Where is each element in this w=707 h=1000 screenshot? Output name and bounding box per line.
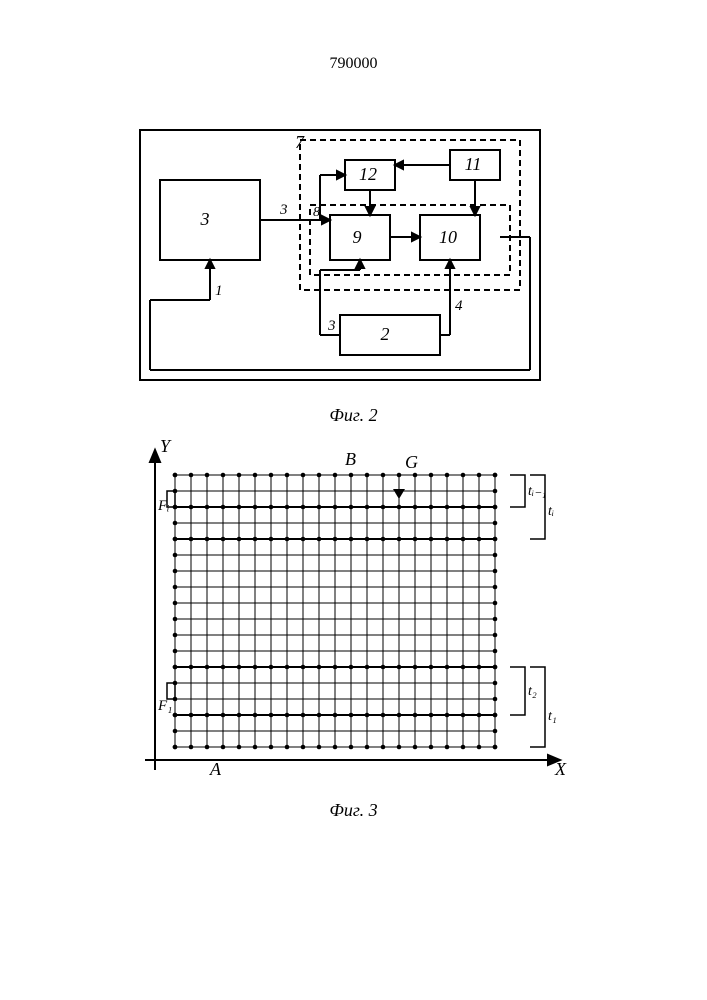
label-f1: F₁ [157, 698, 172, 714]
block-2-label: 2 [381, 324, 390, 344]
block-10-label: 10 [439, 227, 457, 247]
block-3-label: 3 [200, 209, 210, 229]
axis-y-label: Y [160, 436, 172, 456]
page: 790000 [0, 0, 707, 1000]
dashed-8-label: 8 [313, 205, 320, 220]
figure-2-caption: Фиг. 2 [0, 405, 707, 426]
edge-3a-label: 3 [279, 202, 288, 218]
label-fi-top: Fᵢ [157, 498, 170, 514]
label-g: G [405, 452, 418, 472]
axis-x-label: X [554, 759, 567, 779]
page-number: 790000 [0, 55, 707, 73]
edge-3b-label: 3 [327, 318, 336, 334]
figure-2: 3 2 7 8 9 10 11 12 1 3 3 4 [0, 100, 707, 420]
figure-3: Y X B G A Fᵢ F₁ tᵢ₋₁ tᵢ t₂ t₁ [0, 430, 707, 810]
block-11-label: 11 [465, 154, 482, 174]
dashed-7-label: 7 [295, 132, 305, 152]
label-t2: t₂ [528, 684, 537, 699]
figure-3-caption: Фиг. 3 [0, 800, 707, 821]
label-ti-1: tᵢ₋₁ [528, 484, 546, 499]
label-a: A [209, 759, 222, 779]
edge-1-label: 1 [215, 283, 223, 299]
label-b: B [345, 449, 356, 469]
block-9-label: 9 [353, 227, 362, 247]
label-ti: tᵢ [548, 504, 554, 519]
block-12-label: 12 [359, 164, 377, 184]
edge-4-label: 4 [455, 298, 463, 314]
label-t1: t₁ [548, 709, 557, 724]
